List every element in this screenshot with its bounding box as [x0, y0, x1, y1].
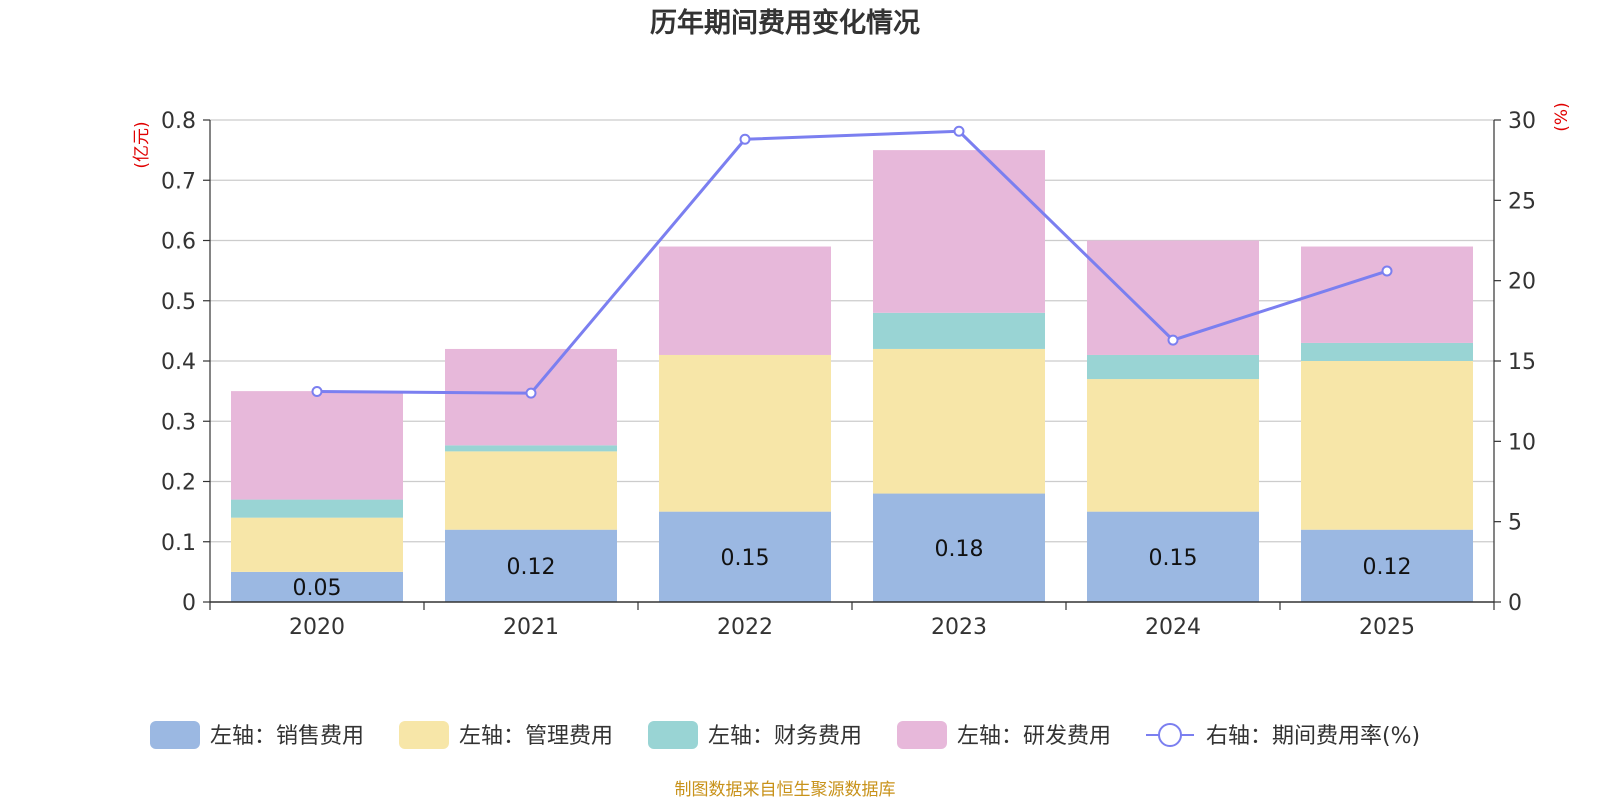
right-axis-tick-label: 25 — [1508, 189, 1536, 214]
right-axis-tick-label: 0 — [1508, 591, 1522, 616]
bar-segment — [445, 529, 617, 602]
left-axis-tick-label: 0.2 — [161, 471, 196, 496]
data-label: 0.12 — [507, 555, 556, 580]
legend-label: 左轴：管理费用 — [459, 724, 613, 749]
legend-swatch — [897, 721, 947, 749]
left-axis-tick-label: 0.6 — [161, 230, 196, 255]
rate-line — [316, 129, 1388, 395]
right-axis-tick-label: 10 — [1508, 430, 1536, 455]
bar-segment — [1087, 354, 1259, 380]
legend-swatch — [150, 721, 200, 749]
right-axis-tick-label: 15 — [1508, 350, 1536, 375]
left-axis-tick-label: 0.8 — [161, 109, 196, 134]
bar-segment — [873, 312, 1045, 349]
rate-point — [311, 386, 323, 398]
left-axis-tick-label: 0 — [182, 591, 196, 616]
data-label: 0.18 — [935, 537, 984, 562]
left-axis-tick-label: 0.3 — [161, 410, 196, 435]
data-label: 0.12 — [1363, 555, 1412, 580]
bar-segment — [231, 571, 403, 602]
bar-segment — [445, 451, 617, 530]
left-axis-tick-label: 0.7 — [161, 169, 196, 194]
rate-point — [1167, 334, 1179, 346]
data-labels-layer: 0.05 0.12 0.15 0.18 0.15 0.12 — [293, 537, 1412, 601]
bar-segment — [1301, 342, 1473, 361]
bar-segment — [445, 445, 617, 452]
bar-segment — [659, 246, 831, 355]
right-axis-unit: (%) — [1552, 102, 1572, 131]
chart-title: 历年期间费用变化情况 — [650, 7, 920, 39]
axes-layer: 00.10.20.30.40.50.60.70.8051015202530202… — [161, 109, 1536, 640]
bar-segment — [1087, 379, 1259, 512]
legend-label: 右轴：期间费用率(%) — [1206, 724, 1420, 749]
source-note: 制图数据来自恒生聚源数据库 — [675, 780, 896, 800]
legend-label: 左轴：研发费用 — [957, 724, 1111, 749]
right-axis-tick-label: 30 — [1508, 109, 1536, 134]
left-axis-unit: (亿元) — [132, 121, 152, 168]
left-axis-tick-label: 0.4 — [161, 350, 196, 375]
x-axis-label: 2025 — [1359, 615, 1415, 640]
x-axis-label: 2020 — [289, 615, 345, 640]
right-axis-tick-label: 5 — [1508, 511, 1522, 536]
bar-segment — [873, 150, 1045, 313]
gridlines — [210, 119, 1494, 543]
bar-segment — [231, 517, 403, 572]
bar-segment — [1301, 246, 1473, 343]
data-label: 0.05 — [293, 576, 342, 601]
x-axis-label: 2023 — [931, 615, 987, 640]
rate-point — [525, 387, 537, 399]
bar-segment — [873, 493, 1045, 602]
bar-segment — [873, 348, 1045, 494]
bars-layer — [231, 150, 1473, 602]
x-axis-label: 2021 — [503, 615, 559, 640]
bar-segment — [231, 499, 403, 518]
left-axis-tick-label: 0.1 — [161, 531, 196, 556]
bar-segment — [1301, 361, 1473, 530]
data-label: 0.15 — [721, 546, 770, 571]
legend-label: 左轴：销售费用 — [210, 724, 364, 749]
legend: 左轴：销售费用 左轴：管理费用 左轴：财务费用 左轴：研发费用 右轴：期间费用率(%) — [150, 721, 1420, 749]
legend-swatch — [648, 721, 698, 749]
x-axis-label: 2024 — [1145, 615, 1201, 640]
rate-point — [1381, 265, 1393, 277]
legend-label: 左轴：财务费用 — [708, 724, 862, 749]
line-layer — [311, 125, 1393, 399]
legend-marker — [1158, 723, 1182, 747]
bar-segment — [1301, 529, 1473, 602]
legend-swatch — [399, 721, 449, 749]
bar-segment — [231, 391, 403, 500]
bar-segment — [659, 354, 831, 512]
right-axis-tick-label: 20 — [1508, 270, 1536, 295]
rate-point — [739, 133, 751, 145]
rate-point — [953, 125, 965, 137]
bar-segment — [659, 511, 831, 602]
bar-segment — [1087, 511, 1259, 602]
x-axis-label: 2022 — [717, 615, 773, 640]
data-label: 0.15 — [1149, 546, 1198, 571]
left-axis-tick-label: 0.5 — [161, 290, 196, 315]
